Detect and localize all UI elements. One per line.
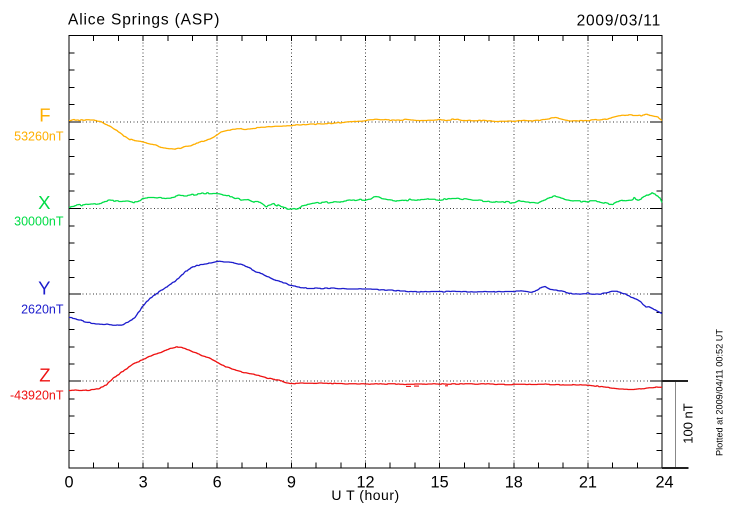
svg-text:Z: Z	[39, 365, 50, 386]
svg-text:Y: Y	[38, 278, 50, 299]
svg-text:9: 9	[287, 473, 296, 491]
svg-text:2009/03/11: 2009/03/11	[577, 13, 661, 30]
svg-text:30000nT: 30000nT	[14, 215, 64, 229]
svg-text:X: X	[38, 192, 50, 213]
svg-text:53260nT: 53260nT	[14, 130, 64, 144]
svg-text:18: 18	[505, 473, 523, 491]
svg-text:0: 0	[64, 473, 73, 491]
svg-text:21: 21	[579, 473, 597, 491]
svg-text:24: 24	[655, 473, 673, 491]
svg-text:F: F	[39, 105, 50, 126]
svg-text:Plotted at 2009/04/11 00:52 UT: Plotted at 2009/04/11 00:52 UT	[715, 329, 725, 456]
svg-text:3: 3	[139, 473, 148, 491]
svg-text:6: 6	[213, 473, 222, 491]
svg-text:15: 15	[431, 473, 449, 491]
svg-text:U T (hour): U T (hour)	[331, 487, 399, 503]
svg-text:-43920nT: -43920nT	[10, 389, 64, 403]
svg-text:12: 12	[356, 473, 374, 491]
svg-text:2620nT: 2620nT	[21, 303, 64, 317]
svg-text:Alice Springs (ASP): Alice Springs (ASP)	[68, 12, 220, 29]
svg-text:100 nT: 100 nT	[681, 403, 696, 444]
